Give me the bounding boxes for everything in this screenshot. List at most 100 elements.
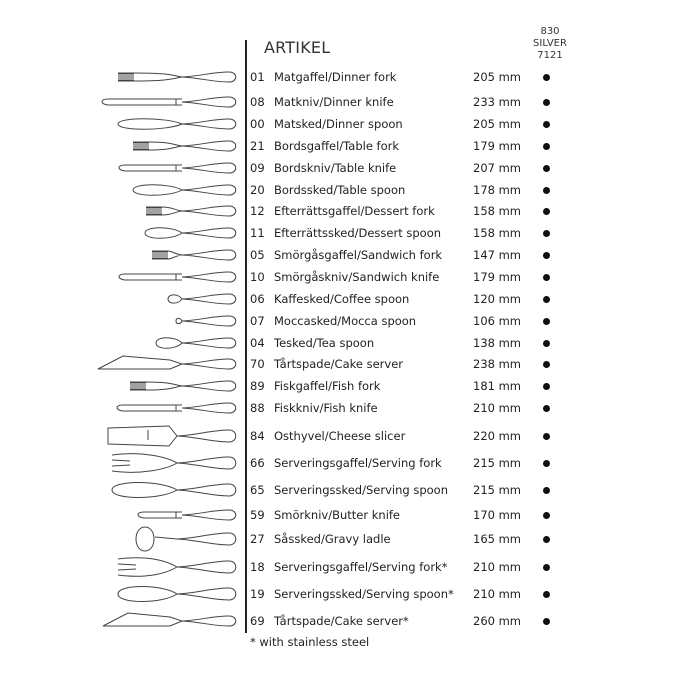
footnote: * with stainless steel	[250, 635, 370, 649]
item-name: Såssked/Gravy ladle	[274, 532, 391, 546]
availability-dot	[543, 460, 550, 467]
handle-outline	[176, 456, 237, 470]
item-name: Smörkniv/Butter knife	[274, 508, 401, 522]
spoon-icon	[117, 586, 178, 602]
handle-outline	[176, 532, 237, 546]
fork-icon	[133, 141, 183, 151]
item-name: Fiskgaffel/Fish fork	[274, 379, 381, 393]
item-length: 210 mm	[473, 401, 522, 415]
item-length: 170 mm	[473, 508, 522, 522]
cake-server-icon	[97, 355, 184, 370]
divider-line	[245, 40, 247, 633]
availability-dot	[543, 512, 550, 519]
handle-outline	[181, 140, 237, 152]
availability-dot	[543, 591, 550, 598]
spoon-icon	[144, 227, 183, 239]
cake-server-icon	[102, 612, 184, 627]
item-number: 84	[250, 429, 265, 443]
item-name: Smörgåsgaffel/Sandwich fork	[274, 248, 443, 262]
item-name: Serveringssked/Serving spoon*	[274, 587, 454, 601]
handle-outline	[181, 184, 237, 196]
item-length: 120 mm	[473, 292, 522, 306]
fork-icon	[152, 250, 183, 260]
item-length: 215 mm	[473, 483, 522, 497]
knife-icon	[101, 98, 182, 106]
availability-dot	[543, 618, 550, 625]
item-number: 59	[250, 508, 265, 522]
handle-outline	[181, 249, 237, 261]
availability-dot	[543, 318, 550, 325]
item-number: 01	[250, 70, 265, 84]
column-header-line: 830	[540, 26, 560, 37]
item-number: 09	[250, 161, 265, 175]
item-length: 215 mm	[473, 456, 522, 470]
handle-outline	[181, 402, 237, 414]
availability-dot	[543, 165, 550, 172]
availability-dot	[543, 383, 550, 390]
item-name: Efterrättssked/Dessert spoon	[274, 226, 442, 240]
knife-icon	[116, 404, 182, 412]
item-number: 06	[250, 292, 265, 306]
item-name: Serveringsgaffel/Serving fork	[274, 456, 442, 470]
item-name: Matsked/Dinner spoon	[274, 117, 403, 131]
item-number: 21	[250, 139, 265, 153]
fork-icon	[118, 72, 183, 82]
availability-dot	[543, 487, 550, 494]
availability-dot	[543, 274, 550, 281]
availability-dot	[543, 74, 550, 81]
item-number: 69	[250, 614, 265, 628]
availability-dot	[543, 230, 550, 237]
item-length: 179 mm	[473, 270, 522, 284]
serving-fork-icon	[117, 557, 178, 577]
item-number: 70	[250, 357, 265, 371]
handle-outline	[181, 71, 237, 83]
item-name: Bordsgaffel/Table fork	[274, 139, 400, 153]
item-number: 88	[250, 401, 265, 415]
availability-dot	[543, 536, 550, 543]
handle-outline	[181, 271, 237, 283]
availability-dot	[543, 99, 550, 106]
item-number: 07	[250, 314, 265, 328]
ladle-icon	[135, 526, 178, 552]
handle-outline	[181, 293, 237, 305]
item-name: Bordssked/Table spoon	[274, 183, 406, 197]
item-number: 20	[250, 183, 265, 197]
item-name: Tesked/Tea spoon	[274, 336, 375, 350]
item-number: 19	[250, 587, 265, 601]
item-number: 00	[250, 117, 265, 131]
spoon-icon	[175, 317, 183, 325]
item-name: Moccasked/Mocca spoon	[274, 314, 417, 328]
fork-icon	[146, 206, 183, 216]
availability-dot	[543, 208, 550, 215]
availability-dot	[543, 361, 550, 368]
column-header-line: SILVER	[533, 38, 567, 49]
spoon-icon	[155, 337, 183, 349]
item-name: Kaffesked/Coffee spoon	[274, 292, 410, 306]
handle-outline	[176, 587, 237, 601]
cheese-slicer-icon	[107, 425, 178, 447]
availability-dot	[543, 405, 550, 412]
fork-icon	[130, 381, 183, 391]
item-length: 179 mm	[473, 139, 522, 153]
spoon-icon	[167, 294, 183, 304]
availability-dot	[543, 564, 550, 571]
item-length: 178 mm	[473, 183, 522, 197]
item-number: 05	[250, 248, 265, 262]
availability-dot	[543, 296, 550, 303]
item-length: 238 mm	[473, 357, 522, 371]
handle-outline	[176, 560, 237, 574]
item-length: 165 mm	[473, 532, 522, 546]
item-name: Matgaffel/Dinner fork	[274, 70, 397, 84]
item-name: Efterrättsgaffel/Dessert fork	[274, 204, 435, 218]
serving-fork-icon	[111, 453, 178, 473]
availability-dot	[543, 187, 550, 194]
knife-icon	[118, 164, 182, 172]
column-header-line: 7121	[537, 50, 563, 61]
handle-outline	[181, 227, 237, 239]
item-name: Serveringsgaffel/Serving fork*	[274, 560, 448, 574]
handle-outline	[181, 315, 237, 327]
availability-dot	[543, 340, 550, 347]
handle-outline	[181, 509, 237, 521]
item-name: Fiskkniv/Fish knife	[274, 401, 378, 415]
